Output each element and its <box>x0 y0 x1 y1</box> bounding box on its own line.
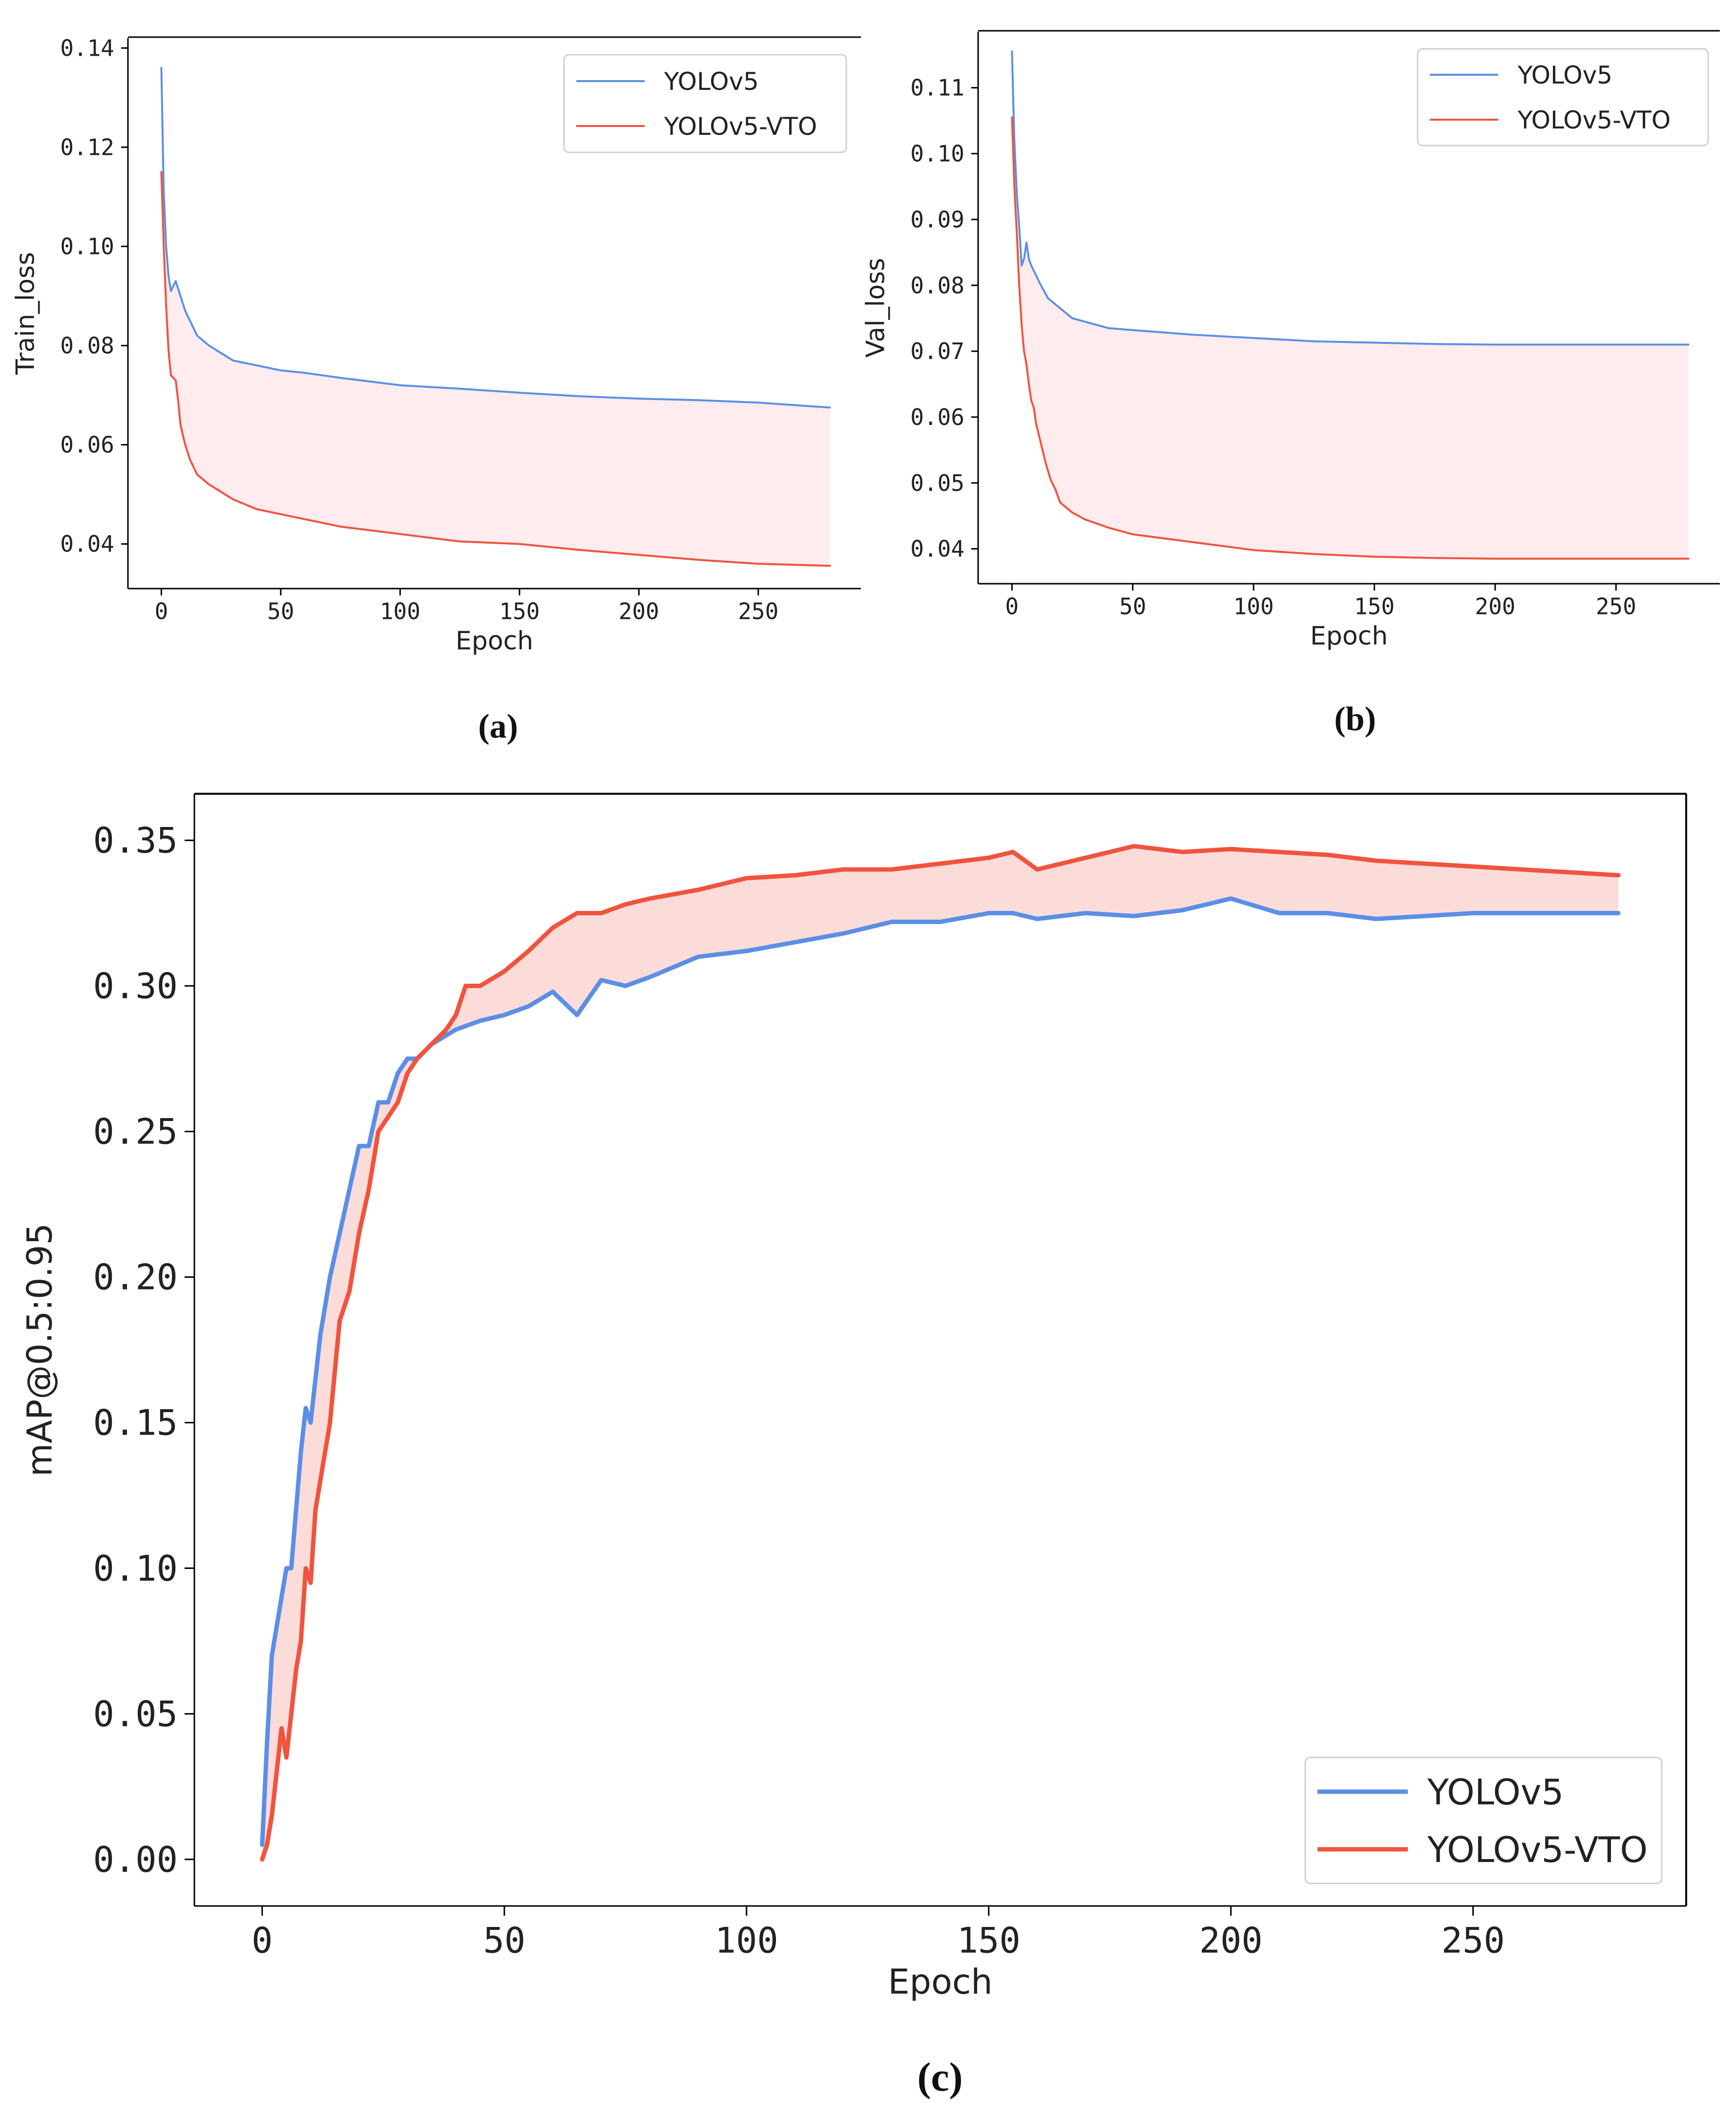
y-tick-label: 0.25 <box>93 1111 178 1152</box>
legend-label: YOLOv5 <box>1427 1772 1564 1813</box>
y-tick-label: 0.00 <box>93 1839 178 1880</box>
x-axis-label: Epoch <box>1310 622 1388 651</box>
x-tick-label: 150 <box>957 1920 1021 1961</box>
y-tick-label: 0.08 <box>910 272 964 298</box>
x-tick-label: 0 <box>155 598 168 624</box>
x-tick-label: 100 <box>715 1920 778 1961</box>
panel-caption: (b) <box>1334 700 1376 738</box>
y-tick-label: 0.04 <box>60 531 114 557</box>
x-tick-label: 200 <box>1199 1920 1263 1961</box>
x-tick-label: 200 <box>619 598 659 624</box>
y-tick-label: 0.08 <box>60 333 114 359</box>
y-axis-label: Val_loss <box>861 258 891 358</box>
y-tick-label: 0.35 <box>93 820 178 861</box>
x-tick-label: 50 <box>267 598 294 624</box>
x-tick-label: 50 <box>1119 593 1146 619</box>
y-tick-label: 0.15 <box>93 1402 178 1443</box>
y-tick-label: 0.06 <box>910 404 964 430</box>
y-tick-label: 0.10 <box>60 233 114 260</box>
series-line-yolov5-vto <box>160 171 831 567</box>
y-tick-label: 0.04 <box>910 536 964 562</box>
x-axis-label: Epoch <box>456 627 533 656</box>
legend-label: YOLOv5 <box>1517 61 1612 89</box>
legend-box <box>1304 1756 1663 1884</box>
legend-box <box>1417 48 1709 147</box>
legend: YOLOv5 YOLOv5-VTO <box>1417 48 1709 147</box>
legend-box <box>563 54 847 153</box>
x-tick-label: 0 <box>251 1920 272 1961</box>
y-axis-label: Train_loss <box>11 252 41 375</box>
y-tick-label: 0.20 <box>93 1257 178 1298</box>
y-tick-label: 0.06 <box>60 432 114 458</box>
y-tick-label: 0.30 <box>93 966 178 1007</box>
x-tick-label: 150 <box>499 598 540 624</box>
x-tick-label: 0 <box>1005 593 1019 619</box>
y-tick-label: 0.07 <box>910 338 964 364</box>
series-line-yolov5 <box>160 66 831 409</box>
x-tick-label: 200 <box>1475 593 1515 619</box>
chart-b: 0 50 100 150 200 250 0.04 0.05 0.06 0.07 0.08 0.09 0… <box>861 30 1720 738</box>
x-tick-label: 100 <box>1234 593 1274 619</box>
y-tick-label: 0.05 <box>93 1693 178 1735</box>
legend: YOLOv5 YOLOv5-VTO <box>563 54 847 153</box>
x-tick-label: 150 <box>1354 593 1395 619</box>
legend-label: YOLOv5-VTO <box>1427 1829 1648 1870</box>
chart-a: 0 50 100 150 200 250 0.04 0.06 0.08 0.10 0.12 0.14 E… <box>11 35 861 745</box>
y-tick-label: 0.12 <box>60 134 114 160</box>
fill-between-area <box>1012 51 1689 559</box>
y-tick-label: 0.05 <box>910 470 964 496</box>
legend-label: YOLOv5-VTO <box>664 112 817 141</box>
series-line-yolov5-vto <box>1011 116 1690 560</box>
panel-caption: (a) <box>478 708 518 745</box>
series-line-yolov5-vto <box>260 844 1621 1862</box>
panel-caption: (c) <box>917 2054 962 2100</box>
y-tick-label: 0.11 <box>910 75 964 101</box>
x-tick-label: 250 <box>1442 1920 1505 1961</box>
x-tick-label: 250 <box>738 598 778 624</box>
y-tick-label: 0.14 <box>60 35 114 61</box>
x-tick-label: 250 <box>1596 593 1636 619</box>
x-tick-label: 50 <box>483 1920 525 1961</box>
series-line-yolov5 <box>1011 50 1690 346</box>
y-axis-label: mAP@0.5:0.95 <box>20 1223 60 1477</box>
legend-label: YOLOv5-VTO <box>1517 106 1671 134</box>
y-tick-label: 0.10 <box>93 1548 178 1589</box>
series-line-yolov5 <box>260 896 1621 1847</box>
x-axis-label: Epoch <box>888 1962 992 2002</box>
fill-between-area <box>161 67 830 566</box>
x-tick-label: 100 <box>380 598 420 624</box>
chart-c: 0 50 100 150 200 250 0.00 0.05 0.10 0.15 0.20 0.25 0… <box>20 793 1687 2100</box>
y-tick-label: 0.10 <box>910 141 964 167</box>
legend: YOLOv5 YOLOv5-VTO <box>1304 1756 1663 1884</box>
legend-label: YOLOv5 <box>664 67 759 96</box>
y-tick-label: 0.09 <box>910 206 964 233</box>
